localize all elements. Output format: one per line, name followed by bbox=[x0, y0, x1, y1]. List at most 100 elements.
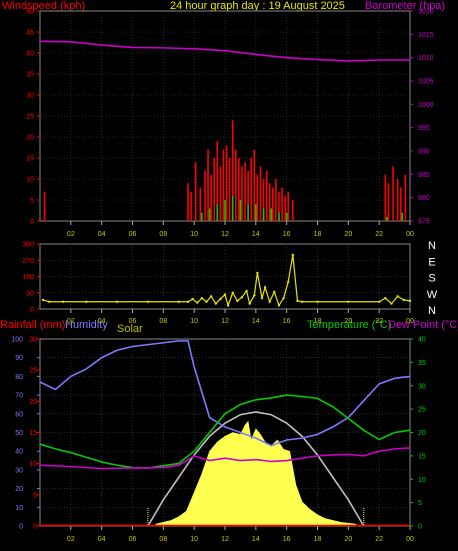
wind-direction-point-11 bbox=[205, 300, 208, 303]
temperature-x-xtick-label-9: 20 bbox=[344, 536, 352, 543]
wind-direction-point-39 bbox=[396, 295, 399, 298]
wind-direction-trace bbox=[42, 254, 411, 308]
wind-x-xtick-label-8: 18 bbox=[314, 231, 322, 238]
direction-x-xtick-label-3: 08 bbox=[159, 318, 167, 325]
humidity-label: Humidity bbox=[65, 319, 108, 331]
temperature-axis-tick-label-1: 5 bbox=[418, 500, 422, 507]
humidity-axis-tick-label-7: 70 bbox=[15, 393, 23, 400]
wind-x-xtick-label-7: 16 bbox=[283, 231, 291, 238]
windspeed-label: Windspeed (kph) bbox=[2, 0, 86, 12]
wind-x-xtick-label-3: 08 bbox=[159, 231, 167, 238]
wind-direction-point-30 bbox=[287, 280, 290, 284]
temperature-axis-tick-label-6: 30 bbox=[418, 383, 426, 390]
direction-x-xtick-label-8: 18 bbox=[314, 318, 322, 325]
barometer-axis-tick-label-0: 975 bbox=[418, 219, 430, 226]
barometer-axis-tick-label-1: 980 bbox=[418, 195, 430, 202]
humidity-axis-tick-label-8: 80 bbox=[15, 374, 23, 381]
wind-direction-point-21 bbox=[248, 302, 251, 305]
windspeed-axis-tick-label-5: 25 bbox=[26, 114, 34, 121]
direction-axis-tick-label-0: 0 bbox=[30, 307, 34, 314]
wind-x-xtick-label-2: 06 bbox=[129, 231, 137, 238]
direction-x-xtick-label-7: 16 bbox=[283, 318, 291, 325]
temperature-axis-tick-label-8: 40 bbox=[418, 337, 426, 344]
barometer-label: Barometer (hpa) bbox=[365, 0, 446, 12]
windspeed-axis-tick-label-4: 20 bbox=[26, 135, 34, 142]
wind-x-xtick-label-5: 12 bbox=[221, 231, 229, 238]
rainfall-axis-tick-label-3: 15 bbox=[29, 430, 37, 437]
barometer-axis-tick-label-8: 1015 bbox=[418, 32, 434, 39]
dewpoint-label: Dew Point (°C) bbox=[388, 319, 458, 331]
temperature-axis-tick-label-2: 10 bbox=[418, 477, 426, 484]
windspeed-axis-tick-label-10: 50 bbox=[26, 9, 34, 16]
windspeed-axis-tick-label-7: 35 bbox=[26, 72, 34, 79]
wind-direction-point-14 bbox=[219, 297, 222, 301]
direction-axis-tick-label-2: 180 bbox=[22, 274, 34, 281]
rainfall-axis-tick-label-6: 30 bbox=[29, 337, 37, 344]
barometer-axis-tick-label-5: 1000 bbox=[418, 102, 434, 109]
compass-label-3: E bbox=[428, 256, 435, 268]
temperature-line bbox=[39, 394, 411, 469]
wind-direction-point-13 bbox=[214, 302, 217, 305]
compass-label-1: W bbox=[427, 289, 438, 301]
barometer-axis-tick-label-6: 1005 bbox=[418, 79, 434, 86]
direction-x-xtick-label-2: 06 bbox=[129, 318, 137, 325]
windspeed-axis-tick-label-9: 45 bbox=[26, 30, 34, 37]
rainfall-axis-tick-label-2: 10 bbox=[29, 461, 37, 468]
wind-x-xtick-label-1: 04 bbox=[98, 231, 106, 238]
humidity-axis-tick-label-4: 40 bbox=[15, 449, 23, 456]
wind-direction-point-29 bbox=[282, 296, 285, 300]
humidity-axis-tick-label-1: 10 bbox=[15, 505, 23, 512]
windspeed-axis-tick-label-2: 10 bbox=[26, 177, 34, 184]
rainfall-axis-tick-label-4: 20 bbox=[29, 399, 37, 406]
wind-direction-point-6 bbox=[177, 300, 180, 303]
temperature-x-xtick-label-11: 00 bbox=[406, 536, 414, 543]
humidity-axis-tick-label-5: 50 bbox=[15, 430, 23, 437]
barometer-axis-tick-label-4: 995 bbox=[418, 125, 430, 132]
rainfall-axis-tick-label-5: 25 bbox=[29, 368, 37, 375]
temperature-axis-tick-label-0: 0 bbox=[418, 524, 422, 531]
humidity-axis-tick-label-2: 20 bbox=[15, 486, 23, 493]
temperature-axis-tick-label-5: 25 bbox=[418, 407, 426, 414]
rainfall-axis-tick-label-0: 0 bbox=[33, 524, 37, 531]
graph-title: 24 hour graph day : 19 August 2025 bbox=[170, 0, 345, 12]
wind-x-xtick-label-0: 02 bbox=[67, 231, 75, 238]
dewpoint-line bbox=[39, 447, 411, 470]
direction-x-xtick-label-9: 20 bbox=[344, 318, 352, 325]
humidity-axis-tick-label-10: 100 bbox=[11, 337, 23, 344]
temperature-x-xtick-label-6: 14 bbox=[252, 536, 260, 543]
temperature-axis-tick-label-3: 15 bbox=[418, 453, 426, 460]
direction-x-xtick-label-5: 12 bbox=[221, 318, 229, 325]
windspeed-axis-tick-label-1: 5 bbox=[30, 198, 34, 205]
temperature-axis-tick-label-4: 20 bbox=[418, 430, 426, 437]
wind-direction-point-34 bbox=[316, 300, 319, 303]
wind-x-xtick-label-10: 22 bbox=[375, 231, 383, 238]
temperature-x-xtick-label-7: 16 bbox=[283, 536, 291, 543]
wind-direction-point-24 bbox=[260, 296, 264, 300]
windspeed-axis-tick-label-6: 30 bbox=[26, 93, 34, 100]
windspeed-axis-tick-label-8: 40 bbox=[26, 51, 34, 58]
barometer-line bbox=[39, 40, 410, 62]
temperature-x-xtick-label-10: 22 bbox=[375, 536, 383, 543]
wind-direction-point-17 bbox=[231, 291, 234, 294]
wind-direction-point-18 bbox=[236, 299, 239, 303]
wind-x-xtick-label-6: 14 bbox=[252, 231, 260, 238]
wind-direction-point-1 bbox=[48, 300, 51, 303]
wind-direction-point-40 bbox=[402, 298, 406, 302]
direction-axis-tick-label-3: 270 bbox=[22, 258, 34, 265]
direction-x-xtick-label-0: 02 bbox=[67, 318, 75, 325]
temperature-x-xtick-label-1: 04 bbox=[98, 536, 106, 543]
wind-direction-point-37 bbox=[384, 296, 387, 300]
temperature-x-xtick-label-3: 08 bbox=[159, 536, 167, 543]
wind-direction-point-23 bbox=[256, 271, 259, 275]
windspeed-axis-tick-label-3: 15 bbox=[26, 156, 34, 163]
temperature-x-xtick-label-4: 10 bbox=[190, 536, 198, 543]
wind-direction-point-26 bbox=[268, 300, 271, 303]
barometer-axis-tick-label-7: 1010 bbox=[418, 55, 434, 62]
temperature-x-xtick-label-2: 06 bbox=[129, 536, 137, 543]
compass-label-4: N bbox=[428, 240, 436, 252]
humidity-axis-tick-label-6: 60 bbox=[15, 411, 23, 418]
wind-direction-point-33 bbox=[300, 300, 304, 303]
direction-x-xtick-label-10: 22 bbox=[375, 318, 383, 325]
